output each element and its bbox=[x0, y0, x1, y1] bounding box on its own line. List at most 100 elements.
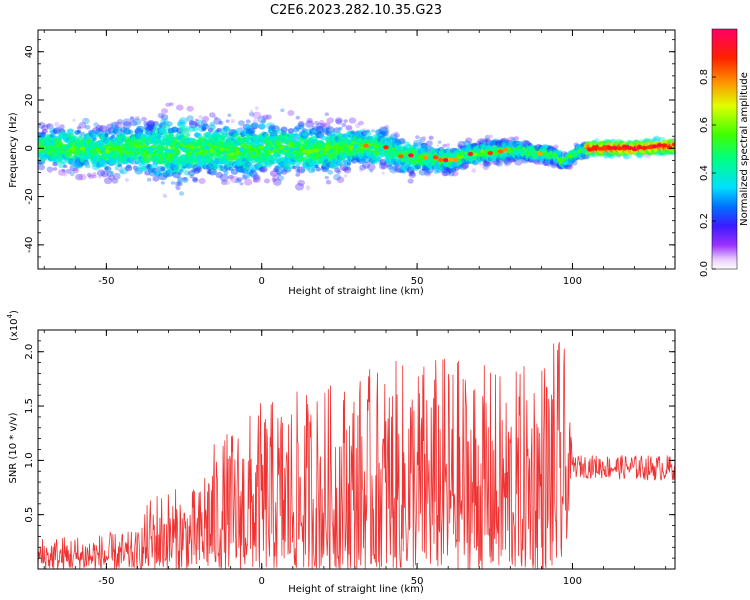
spectrogram-ridge-cell bbox=[244, 147, 250, 152]
spectrogram-ridge-cell bbox=[423, 155, 429, 160]
spectrogram-ridge-cell bbox=[258, 145, 265, 149]
spectrogram-cell bbox=[221, 179, 228, 185]
spectrogram-cell bbox=[276, 170, 282, 175]
spectrogram-ridge-cell bbox=[263, 146, 270, 151]
spectrogram-ridge-cell bbox=[114, 147, 121, 151]
spectrogram-ridge-cell bbox=[378, 147, 384, 152]
spectrogram-ridge-cell bbox=[219, 147, 225, 152]
spectrogram-cell bbox=[254, 106, 259, 110]
spectrogram-ridge-cell bbox=[99, 146, 106, 151]
spectrogram-cell bbox=[408, 172, 413, 176]
spectrogram-cell bbox=[315, 126, 325, 134]
spectrogram-ridge-cell bbox=[562, 161, 568, 166]
spectrogram-cell bbox=[533, 159, 541, 166]
spectrogram-cell bbox=[297, 121, 305, 127]
spectrogram-cell bbox=[395, 140, 402, 147]
spectrogram-ridge-cell bbox=[616, 146, 623, 151]
spectrogram-cell bbox=[426, 140, 433, 147]
spectrogram-ridge-cell bbox=[164, 148, 171, 153]
spectrogram-cell bbox=[116, 167, 121, 172]
spectrogram-ridge-cell bbox=[229, 148, 235, 153]
spectrogram-cell bbox=[136, 125, 145, 132]
spectrogram-cell bbox=[178, 117, 188, 125]
spectrogram-ridge-cell bbox=[547, 153, 553, 157]
spectrogram-ridge-cell bbox=[358, 142, 365, 147]
spectrogram-cell bbox=[318, 131, 322, 135]
snr-panel: -50 0 50 100 0.5 1.0 1.5 2.0 Height of straight… bbox=[6, 310, 676, 595]
spectrogram-ridge-cell bbox=[159, 147, 166, 152]
spectrogram-cell bbox=[251, 173, 259, 180]
spectrogram-cell bbox=[249, 123, 258, 130]
spectrogram-cell bbox=[311, 168, 316, 172]
spectrogram-cell bbox=[114, 121, 123, 129]
spectrogram-ridge-cell bbox=[318, 149, 325, 154]
spectrogram-ridge-cell bbox=[626, 146, 633, 150]
spectrogram-cell bbox=[345, 125, 353, 131]
spectrogram-cell bbox=[250, 109, 254, 113]
spectrogram-cell bbox=[297, 179, 306, 186]
spectrogram-cell bbox=[265, 114, 272, 120]
spectrogram-cell bbox=[276, 152, 282, 158]
spectrogram-cell bbox=[176, 181, 183, 187]
spectrogram-cell bbox=[547, 164, 551, 168]
spectrogram-cell bbox=[203, 120, 208, 125]
spectrogram-cell bbox=[346, 166, 352, 171]
spectrogram-ridge-cell bbox=[611, 146, 618, 150]
spectrogram-ridge-cell bbox=[661, 143, 668, 148]
spectrogram-ridge-cell bbox=[577, 148, 583, 153]
spectrogram-cell bbox=[230, 176, 239, 184]
spectrogram-cell bbox=[252, 119, 258, 124]
spectrogram-cell bbox=[503, 158, 510, 164]
spectrogram-cell bbox=[513, 136, 520, 141]
spectrogram-cell bbox=[238, 120, 245, 126]
spectrogram-ridge-cell bbox=[651, 144, 658, 149]
spectrogram-cell bbox=[346, 161, 352, 166]
spectrogram-cell bbox=[52, 129, 58, 134]
spectrogram-cell bbox=[341, 122, 347, 128]
spectrogram-cell bbox=[86, 172, 92, 178]
spectrogram-ridge-cell bbox=[119, 147, 126, 152]
spectrogram-cell bbox=[579, 156, 584, 161]
snr-ytick-label: 0.5 bbox=[24, 507, 35, 523]
chart-title: C2E6.2023.282.10.35.G23 bbox=[270, 3, 442, 18]
spectrogram-ridge-cell bbox=[587, 147, 593, 152]
spectrogram-cell bbox=[436, 144, 439, 147]
spectrogram-ytick-label: -20 bbox=[24, 188, 35, 204]
spectrogram-ridge-cell bbox=[497, 149, 504, 154]
spectrogram-cell bbox=[61, 159, 67, 164]
spectrogram-cell bbox=[161, 108, 168, 114]
spectrogram-cell bbox=[76, 126, 82, 130]
spectrogram-ridge-cell bbox=[84, 147, 91, 152]
spectrogram-cell bbox=[93, 122, 99, 128]
spectrogram-xtick-label: -50 bbox=[98, 276, 114, 287]
spectrogram-cell bbox=[178, 191, 185, 196]
spectrogram-cell bbox=[129, 160, 135, 164]
spectrogram-cell bbox=[122, 121, 132, 129]
spectrogram-ytick-label: 0 bbox=[24, 145, 35, 151]
spectrogram-cell bbox=[134, 116, 140, 121]
spectrogram-ridge-cell bbox=[298, 147, 305, 152]
spectrogram-ridge-cell bbox=[204, 145, 210, 150]
spectrogram-ridge-cell bbox=[323, 147, 330, 152]
spectrogram-ridge-cell bbox=[567, 154, 573, 159]
spectrogram-cell bbox=[211, 171, 217, 176]
spectrogram-cell bbox=[609, 154, 615, 160]
spectrogram-cell bbox=[359, 168, 363, 172]
spectrogram-cell bbox=[393, 131, 398, 136]
spectrogram-cell bbox=[224, 126, 231, 132]
spectrogram-ridge-cell bbox=[55, 147, 61, 151]
spectrogram-cell bbox=[314, 120, 320, 126]
spectrogram-cell bbox=[104, 129, 112, 136]
spectrogram-cell bbox=[370, 129, 376, 133]
spectrogram-cell bbox=[316, 126, 324, 133]
spectrogram-cell bbox=[323, 122, 331, 129]
spectrogram-cell bbox=[225, 180, 231, 186]
spectrogram-cell bbox=[498, 159, 504, 165]
colorbar-tick-label: 0.2 bbox=[699, 213, 710, 229]
spectrogram-cell bbox=[133, 167, 138, 172]
spectrogram-cell bbox=[152, 175, 160, 182]
spectrogram-ridge-cell bbox=[134, 147, 141, 152]
spectrogram-panel: -50 0 50 100 40 20 0 -20 -40 Height of straight … bbox=[8, 29, 676, 297]
spectrogram-cell bbox=[459, 163, 468, 171]
